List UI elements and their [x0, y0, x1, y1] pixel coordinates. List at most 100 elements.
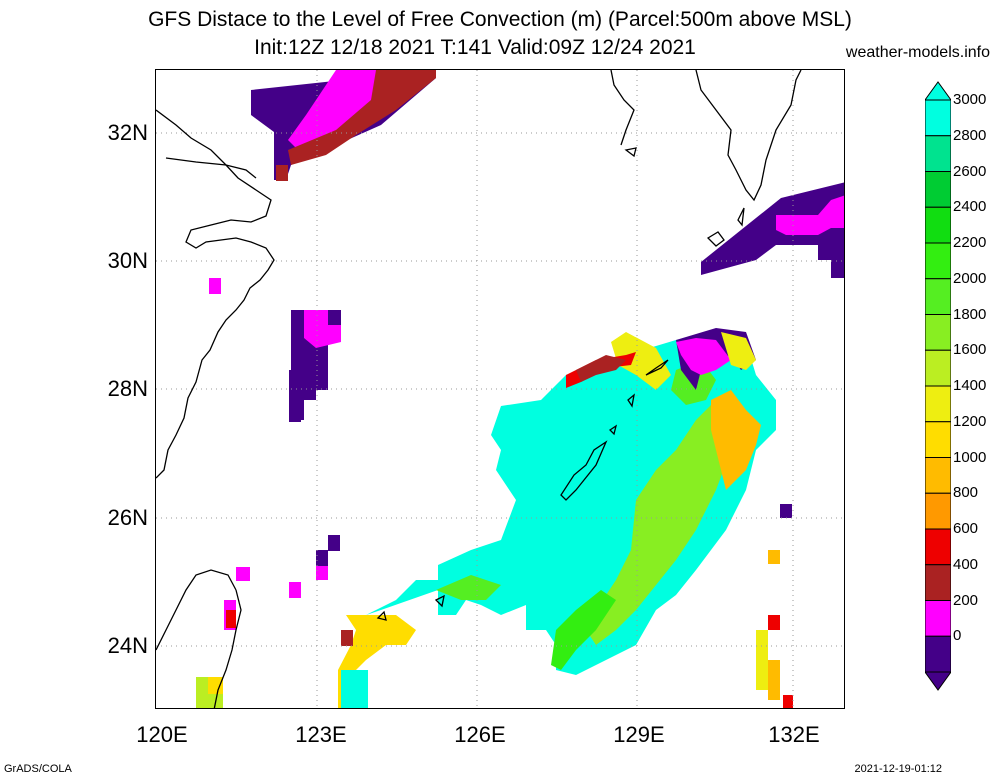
colorbar-label: 400 — [953, 555, 979, 573]
island-cheju — [624, 147, 637, 158]
coast-taiwan — [156, 569, 237, 651]
map-canvas — [156, 70, 844, 708]
field-east-cell2 — [768, 550, 780, 564]
colorbar-top-arrow — [925, 81, 951, 101]
map-subtitle: Init:12Z 12/18 2021 T:141 Valid:09Z 12/2… — [254, 36, 696, 59]
field-east-cell — [780, 504, 792, 518]
colorbar-cell — [925, 528, 951, 566]
lon-label-126e: 126E — [454, 722, 506, 747]
colorbar-label: 600 — [953, 520, 979, 537]
map-title: GFS Distace to the Level of Free Convect… — [148, 8, 852, 31]
field-cell-g — [289, 582, 301, 598]
lon-label-132e: 132E — [768, 722, 820, 747]
lat-label-28n: 28N — [107, 376, 148, 401]
island-ishigaki — [434, 594, 445, 608]
coastlines — [156, 70, 802, 708]
colorbar-label: 2000 — [953, 269, 987, 287]
colorbar-cell — [925, 206, 951, 244]
island-okinawa — [560, 440, 608, 501]
map-frame — [155, 69, 845, 709]
coast-yangtze — [165, 157, 257, 179]
island-small1 — [627, 393, 635, 408]
colorbar-label: 2600 — [953, 162, 987, 180]
field-cell-f — [316, 566, 328, 580]
coast-japan — [695, 70, 802, 202]
colorbar-label: 800 — [953, 484, 979, 502]
colorbar-cell — [925, 385, 951, 423]
field-cyan-bottom — [341, 670, 368, 708]
island-amami — [645, 359, 669, 376]
colorbar-label: 2800 — [953, 126, 987, 144]
colorbar-cell — [925, 492, 951, 530]
site-label: weather-models.info — [845, 44, 990, 61]
lon-label-120e: 120E — [136, 722, 188, 747]
coast-korea — [610, 70, 635, 146]
colorbar-bottom-arrow — [925, 671, 951, 691]
field-cell-i2 — [226, 610, 236, 628]
field-main-yellow-top — [721, 332, 756, 370]
colorbar-cell — [925, 600, 951, 637]
colorbar-cell — [925, 171, 951, 208]
colorbar-cell — [925, 242, 951, 280]
lon-label-123e: 123E — [295, 722, 347, 747]
field-ne-cell — [831, 262, 844, 278]
colorbar-cells — [925, 99, 951, 673]
colorbar-cell — [925, 314, 951, 351]
field-south-red — [768, 615, 780, 630]
colorbar-label: 2400 — [953, 198, 987, 216]
coast-china — [156, 109, 275, 479]
island-small2 — [608, 424, 618, 436]
island-miyako — [376, 610, 387, 621]
field-cell-d — [328, 535, 340, 551]
colorbar-label: 1400 — [953, 377, 987, 394]
colorbar-cell — [925, 564, 951, 601]
field-north-cell — [276, 165, 288, 181]
colorbar-label: 3000 — [953, 91, 987, 108]
field-main-yellow-sw — [338, 615, 416, 708]
colorbar-cell — [925, 635, 951, 673]
colorbar — [925, 81, 951, 691]
field-south-red2 — [783, 695, 793, 708]
field-south-strip2 — [768, 660, 780, 700]
field-cell-a — [209, 278, 221, 294]
colorbar-label: 1600 — [953, 341, 987, 359]
field-main-green-sw — [436, 575, 501, 600]
field-cell-b-mag — [304, 310, 341, 348]
colorbar-label: 1200 — [953, 412, 987, 430]
coast-taiwan-east — [213, 589, 242, 708]
island-tanegashima — [737, 207, 745, 227]
field-mid-green — [551, 590, 616, 670]
field-cell-e — [316, 550, 328, 566]
field-north-brown — [288, 70, 436, 165]
field-south-strip — [756, 630, 768, 690]
field-main-yellow2 — [611, 332, 671, 390]
field-main-green — [586, 400, 736, 645]
field-main-magenta-edge — [676, 338, 731, 375]
lat-label-32n: 32N — [107, 120, 148, 145]
colorbar-label: 1000 — [953, 448, 987, 466]
field-main-red-sw — [341, 630, 353, 646]
field-cell-h — [236, 567, 250, 581]
field-main-brown — [576, 355, 626, 382]
colorbar-label: 0 — [953, 627, 962, 645]
colorbar-label: 1800 — [953, 305, 987, 323]
colorbar-cell — [925, 135, 951, 172]
field-ne-cluster — [701, 182, 844, 275]
lat-label-30n: 30N — [107, 248, 148, 273]
colorbar-cell — [925, 99, 951, 137]
island-yakushima — [706, 231, 725, 247]
colorbar-label: 2200 — [953, 234, 987, 251]
credit-right: 2021-12-19-01:12 — [854, 763, 942, 775]
colorbar-cell — [925, 421, 951, 458]
lat-label-24n: 24N — [107, 633, 148, 658]
grid-lines — [156, 70, 844, 708]
field-main-yellow — [711, 390, 761, 490]
colorbar-cell — [925, 278, 951, 315]
field-layer — [196, 70, 844, 708]
field-cell-c — [289, 408, 301, 422]
colorbar-cell — [925, 457, 951, 494]
lon-label-129e: 129E — [613, 722, 665, 747]
credit-left: GrADS/COLA — [4, 763, 72, 775]
field-cell-j2 — [208, 677, 223, 694]
